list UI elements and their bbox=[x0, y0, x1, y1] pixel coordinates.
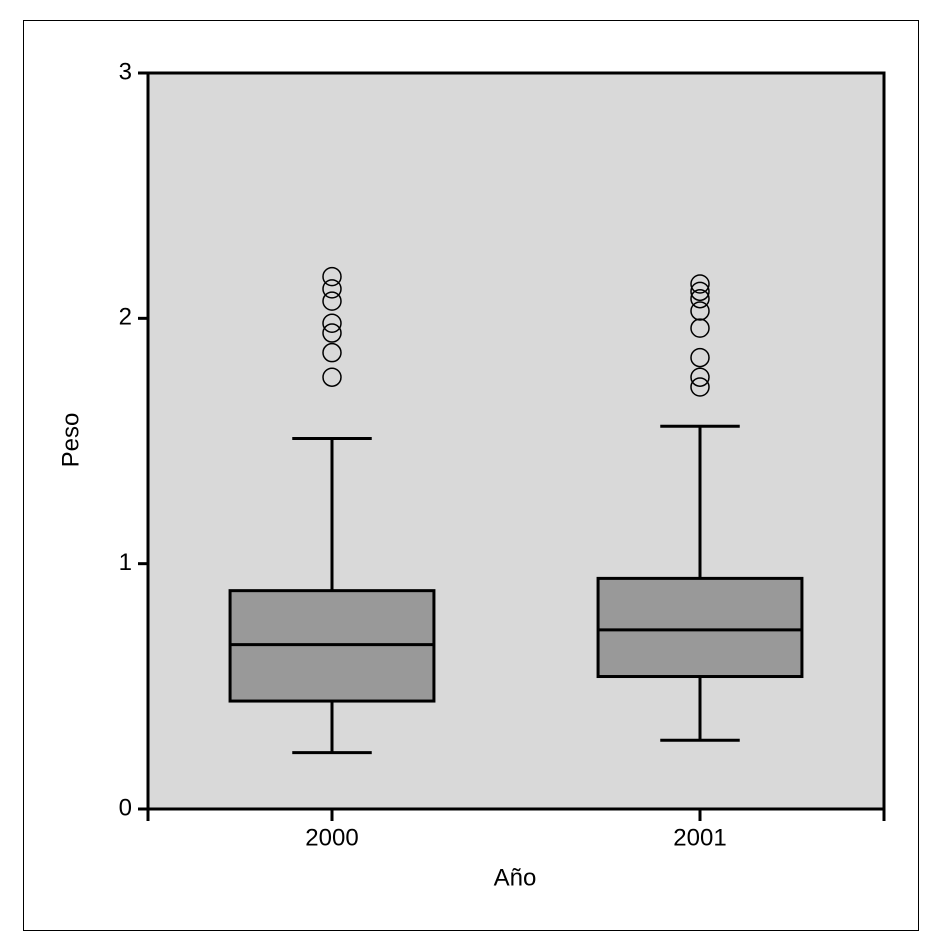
outlier bbox=[690, 288, 710, 309]
plot-border bbox=[146, 71, 886, 811]
y-tick-label: 0 bbox=[119, 794, 132, 821]
outlier bbox=[690, 318, 710, 338]
outlier bbox=[690, 274, 710, 294]
x-axis-label: Año bbox=[494, 864, 537, 891]
outlier bbox=[690, 367, 710, 387]
outlier bbox=[690, 281, 710, 302]
y-tick-label: 1 bbox=[119, 549, 132, 576]
outlier bbox=[322, 367, 342, 387]
box bbox=[596, 576, 804, 679]
outlier bbox=[322, 279, 342, 299]
outlier bbox=[322, 291, 342, 311]
outlier bbox=[322, 313, 342, 333]
outlier bbox=[322, 266, 342, 287]
x-tick-label: 2000 bbox=[305, 824, 358, 851]
outlier bbox=[690, 377, 710, 397]
y-tick-label: 2 bbox=[119, 304, 132, 331]
outlier bbox=[322, 323, 342, 343]
y-axis-label: Peso bbox=[57, 413, 84, 468]
x-tick-label: 2001 bbox=[673, 824, 726, 851]
y-tick-label: 3 bbox=[119, 58, 132, 85]
outlier bbox=[322, 342, 342, 363]
outlier bbox=[690, 301, 710, 321]
outlier bbox=[690, 347, 710, 368]
